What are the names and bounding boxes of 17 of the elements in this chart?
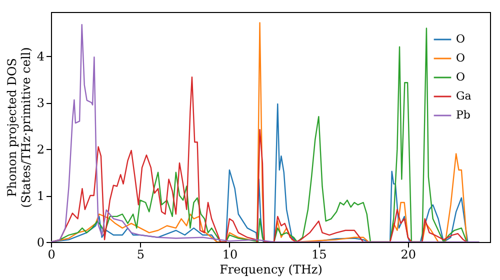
y-tick-label: 2 [36,142,44,157]
x-tick-label: 0 [48,248,56,262]
x-axis-title: Frequency (THz) [220,262,322,276]
y-tick-label: 1 [36,189,44,204]
y-axis-title: Phonon projected DOS (States/THz·primitive cell) [4,47,33,208]
y-tick-label: 4 [36,50,45,64]
legend-label: O [456,32,466,46]
legend-label: Pb [456,108,470,122]
x-tick-label: 5 [136,248,145,262]
x-tick-label: 15 [312,248,327,262]
legend-label: O [456,52,466,64]
y-tick-label: 0 [36,236,44,250]
x-tick-label: 20 [400,248,416,262]
x-tick-label: 10 [222,248,238,262]
y-tick-label: 3 [36,96,44,110]
legend-label: O [456,70,466,84]
legend-label: Ga [456,90,472,102]
